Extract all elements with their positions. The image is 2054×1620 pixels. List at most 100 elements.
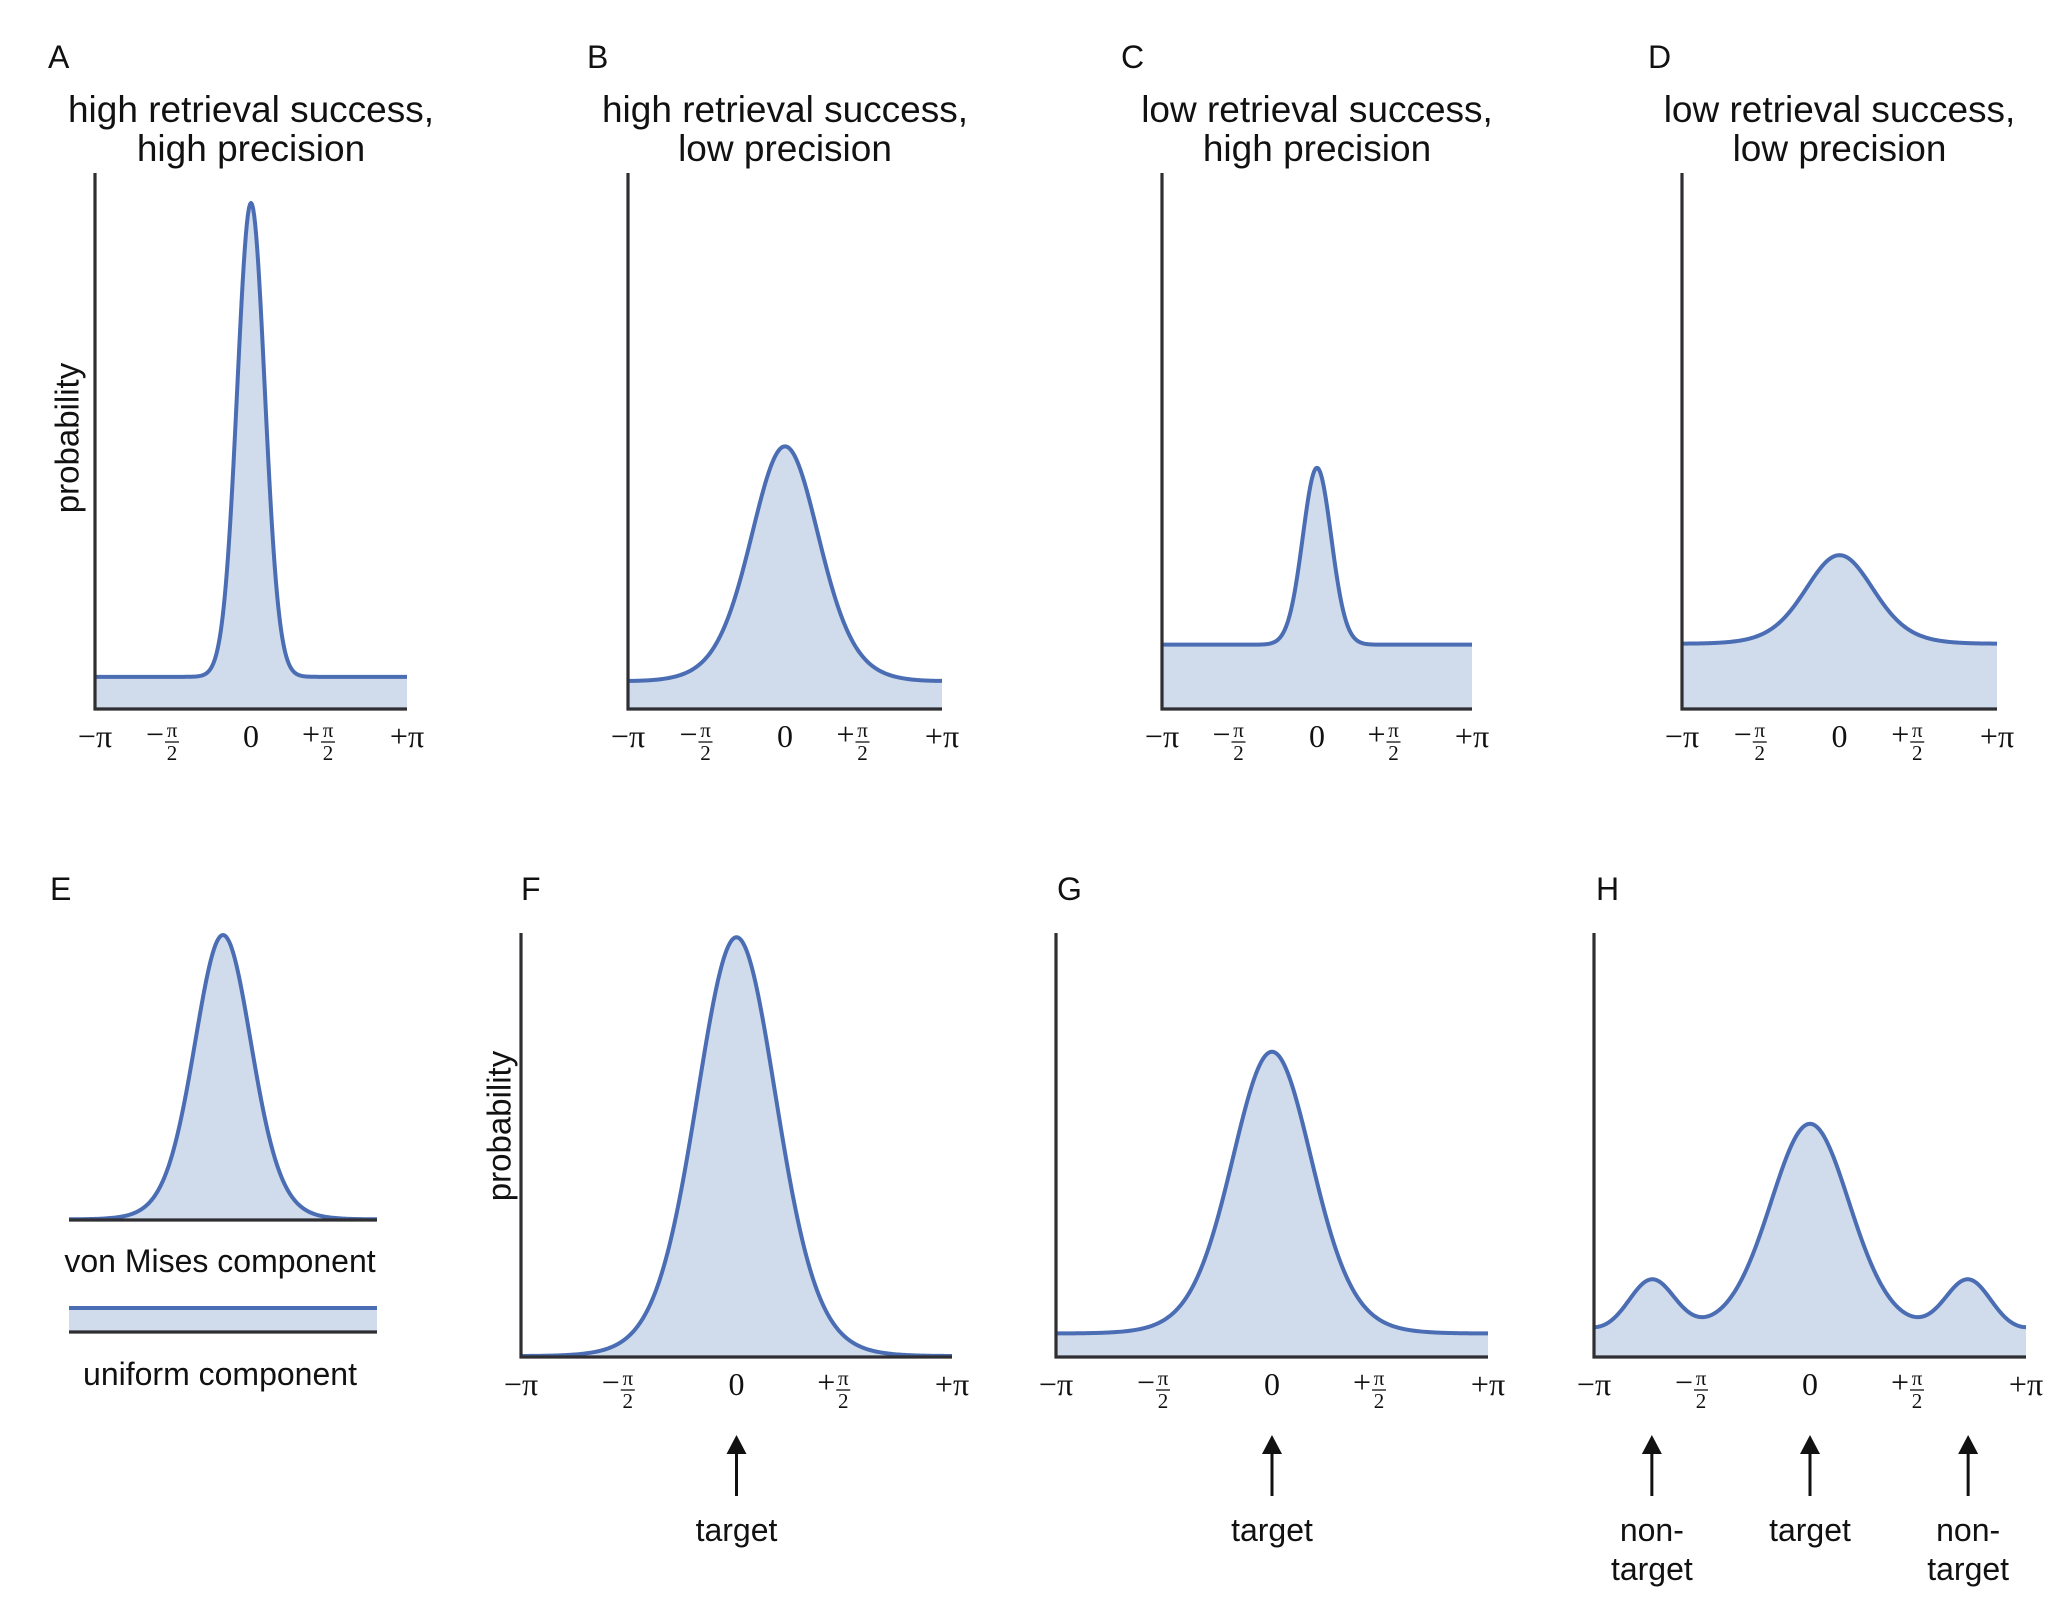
panel-letter-F: F [521, 871, 541, 907]
x-tick-sign: − [1734, 716, 1752, 752]
density-curve-C [1161, 465, 1473, 647]
uniform-area [69, 1308, 377, 1332]
x-tick-F-0: −π [504, 1366, 538, 1402]
x-tick-sign: + [1353, 1364, 1371, 1400]
density-curve-H [1593, 1121, 2027, 1330]
annotation-H-1: target [1769, 1435, 1851, 1548]
x-tick-sign: − [679, 716, 697, 752]
x-tick-H-0: −π [1577, 1366, 1611, 1402]
x-tick-denominator: 2 [838, 1389, 849, 1413]
density-area-H [1594, 1123, 2026, 1357]
x-tick-B-3: + π2 [836, 716, 870, 765]
density-curve-B [627, 444, 943, 683]
panel-title-B-line-1: high retrieval success, [602, 89, 968, 130]
x-tick-F-2: 0 [729, 1366, 745, 1402]
density-curve-F [520, 935, 953, 1358]
x-tick-label: 0 [777, 718, 793, 754]
x-tick-B-2: 0 [777, 718, 793, 754]
x-tick-label: 0 [1264, 1366, 1280, 1402]
x-tick-sign: − [602, 1364, 620, 1400]
density-area-G [1056, 1051, 1488, 1357]
x-tick-numerator: π [1374, 1366, 1385, 1390]
x-tick-C-2: 0 [1309, 718, 1325, 754]
x-tick-label: −π [1039, 1366, 1073, 1402]
x-tick-numerator: π [1754, 718, 1765, 742]
x-tick-label: +π [935, 1366, 969, 1402]
x-tick-C-0: −π [1145, 718, 1179, 754]
density-curve-A [94, 201, 408, 679]
x-tick-denominator: 2 [1374, 1389, 1385, 1413]
x-tick-sign: − [1137, 1364, 1155, 1400]
x-tick-B-4: +π [925, 718, 959, 754]
x-tick-sign: + [1891, 1364, 1909, 1400]
annotation-label: target [1769, 1512, 1851, 1548]
density-curve-D [1681, 553, 1998, 646]
x-tick-denominator: 2 [623, 1389, 634, 1413]
panel-letter-E: E [50, 871, 71, 907]
y-axis-label-A: probability [49, 362, 86, 513]
x-tick-sign: − [1675, 1364, 1693, 1400]
x-tick-A-4: +π [390, 718, 424, 754]
uniform-label: uniform component [83, 1356, 357, 1392]
x-tick-label: 0 [1832, 718, 1848, 754]
x-tick-numerator: π [167, 718, 178, 742]
x-tick-numerator: π [1233, 718, 1244, 742]
x-tick-B-1: − π2 [679, 716, 713, 765]
panel-letter-A: A [48, 39, 70, 75]
density-area-B [628, 446, 942, 709]
panel-letter-D: D [1648, 39, 1671, 75]
x-tick-A-3: + π2 [302, 716, 335, 765]
arrow-head-icon [1958, 1435, 1979, 1454]
panel-title-C-line-1: low retrieval success, [1141, 89, 1493, 130]
density-area-F [521, 937, 952, 1357]
x-tick-H-1: − π2 [1675, 1364, 1708, 1413]
density-area-D [1682, 555, 1997, 709]
panel-title-D-line-2: low precision [1733, 128, 1947, 169]
x-tick-D-1: − π2 [1734, 716, 1767, 765]
arrow-head-icon [726, 1435, 747, 1454]
x-tick-sign: + [817, 1364, 835, 1400]
panel-title-B-line-2: low precision [678, 128, 892, 169]
annotation-label: target [1611, 1551, 1693, 1587]
panel-letter-C: C [1121, 39, 1144, 75]
x-tick-G-2: 0 [1264, 1366, 1280, 1402]
x-tick-label: +π [2009, 1366, 2043, 1402]
density-curve-G [1055, 1049, 1489, 1336]
arrow-head-icon [1800, 1435, 1820, 1454]
panel-title-C-line-2: high precision [1203, 128, 1431, 169]
density-area-C [1162, 467, 1472, 709]
x-tick-label: −π [1665, 718, 1699, 754]
x-tick-sign: + [1367, 716, 1385, 752]
x-tick-C-4: +π [1455, 718, 1489, 754]
x-tick-C-1: − π2 [1212, 716, 1246, 765]
annotation-F-0: target [696, 1435, 778, 1548]
x-tick-G-4: +π [1471, 1366, 1505, 1402]
panel-letter-H: H [1596, 871, 1619, 907]
x-tick-denominator: 2 [1233, 741, 1244, 765]
x-tick-label: +π [1980, 718, 2014, 754]
panel-title-A-line-1: high retrieval success, [68, 89, 434, 130]
x-tick-A-1: − π2 [146, 716, 179, 765]
x-tick-label: 0 [729, 1366, 745, 1402]
von-mises-area [69, 935, 377, 1220]
von-mises-label: von Mises component [64, 1243, 375, 1279]
x-tick-numerator: π [1912, 718, 1923, 742]
x-tick-denominator: 2 [1912, 1389, 1923, 1413]
x-tick-label: 0 [1309, 718, 1325, 754]
density-area-A [95, 203, 407, 709]
x-tick-label: −π [611, 718, 645, 754]
x-tick-numerator: π [1158, 1366, 1169, 1390]
x-tick-numerator: π [1696, 1366, 1707, 1390]
x-tick-denominator: 2 [700, 741, 711, 765]
annotation-label: target [1927, 1551, 2009, 1587]
x-tick-label: −π [78, 718, 112, 754]
x-tick-sign: + [1891, 716, 1909, 752]
x-tick-label: −π [504, 1366, 538, 1402]
x-tick-label: −π [1145, 718, 1179, 754]
